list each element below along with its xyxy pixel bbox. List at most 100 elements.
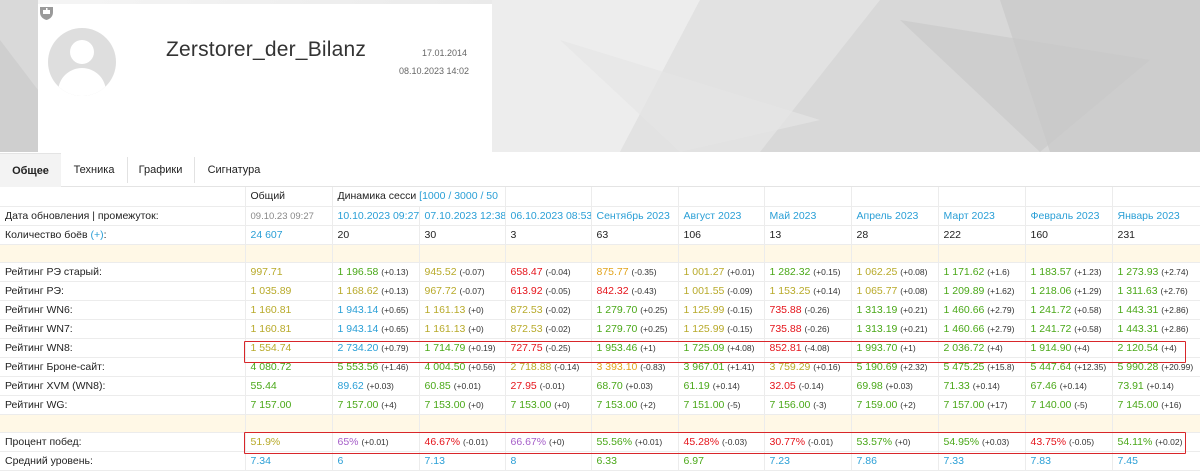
battles-cell: 30 <box>419 225 506 245</box>
row-label-cell: Рейтинг Броне-сайт: <box>0 357 246 377</box>
rating-cell: 1 065.77 (+0.08) <box>851 281 939 301</box>
cell-delta: (-0.14) <box>554 361 580 372</box>
date-column-cell[interactable]: Май 2023 <box>764 206 852 226</box>
rating-cell: 1 443.31 (+2.86) <box>1112 319 1200 339</box>
rating-total-cell: 55.44 <box>245 376 333 396</box>
cell-value: 45.28% <box>683 435 720 448</box>
cell-delta: (+0.65) <box>381 304 409 315</box>
cell-value: 1 161.13 <box>424 322 466 335</box>
cell-delta: (+0) <box>554 399 570 410</box>
cell-delta: (-0.15) <box>727 323 753 334</box>
battles-cell: 160 <box>1025 225 1113 245</box>
cell-value: 1 241.72 <box>1030 322 1072 335</box>
winrate-cell: 54.11% (+0.02) <box>1112 432 1200 452</box>
cell-value: 61.19 <box>683 379 710 392</box>
level-row: Средний уровень: 7.34 6 7.13 8 6.33 6.97 7.23 7.… <box>0 451 1200 471</box>
cell-value: 2 120.54 <box>1117 341 1159 354</box>
cell-value: 1 001.55 <box>683 284 725 297</box>
cell-delta: (+15.8) <box>987 361 1015 372</box>
rating-total: 1 160.81 <box>250 303 292 316</box>
cell-value: 735.88 <box>769 303 802 316</box>
rating-cell: 1 279.70 (+0.25) <box>591 300 679 320</box>
rating-total-cell: 1 035.89 <box>245 281 333 301</box>
rating-cell: 2 718.88 (-0.14) <box>505 357 592 377</box>
rating-cell: 27.95 (-0.01) <box>505 376 592 396</box>
winrate-cell: 54.95% (+0.03) <box>938 432 1026 452</box>
date-column-cell[interactable]: Январь 2023 <box>1112 206 1200 226</box>
rating-row: Рейтинг WN6: 1 160.81 1 943.14 (+0.65) 1 16… <box>0 300 1200 320</box>
battles-total: 24 607 <box>250 228 283 241</box>
date-column-cell[interactable]: 07.10.2023 12:38 <box>419 206 506 226</box>
tab-charts[interactable]: Графики <box>138 164 183 176</box>
cell-delta: (+16) <box>1161 399 1182 410</box>
cell-value: 3 759.29 <box>769 360 811 373</box>
cell-delta: (+0.14) <box>1059 380 1087 391</box>
rating-cell: 1 273.93 (+2.74) <box>1112 262 1200 282</box>
winrate-cell: 46.67% (-0.01) <box>419 432 506 452</box>
total-header: Общий <box>245 187 333 207</box>
rating-cell: 61.19 (+0.14) <box>678 376 765 396</box>
cell-delta: (+0.03) <box>982 436 1010 447</box>
cell-value: 1 311.63 <box>1117 284 1158 297</box>
cell-value: 1 241.72 <box>1030 303 1072 316</box>
cell-delta: (-0.07) <box>459 285 485 296</box>
cell-value: 65% <box>337 435 359 448</box>
rating-total-cell: 1 160.81 <box>245 300 333 320</box>
date-column-cell[interactable]: 06.10.2023 08:53 <box>505 206 592 226</box>
cell-delta: (+0.03) <box>366 380 394 391</box>
date-column-cell[interactable]: 10.10.2023 09:27 <box>332 206 420 226</box>
dynamics-link[interactable]: [1000 / 3000 / 50 <box>419 190 498 203</box>
rating-total: 1 160.81 <box>250 322 292 335</box>
rating-cell: 1 943.14 (+0.65) <box>332 300 420 320</box>
cell-value: 1 279.70 <box>596 303 638 316</box>
cell-delta: (-0.43) <box>631 285 657 296</box>
rating-cell: 1 714.79 (+0.19) <box>419 338 506 358</box>
battles-value: 13 <box>769 228 782 241</box>
cell-delta: (+0.56) <box>468 361 496 372</box>
colon: : <box>103 228 107 241</box>
row-label-cell: Дата обновления | промежуток: <box>0 206 246 226</box>
cell-delta: (+17) <box>987 399 1008 410</box>
date-column-cell[interactable]: Сентябрь 2023 <box>591 206 679 226</box>
row-label: Количество боёв <box>5 228 88 241</box>
rating-cell: 1 161.13 (+0) <box>419 300 506 320</box>
cell-value: 46.67% <box>424 435 461 448</box>
tab-vehicles[interactable]: Техника <box>73 164 115 176</box>
cell-delta: (+4) <box>987 342 1003 353</box>
rating-cell: 658.47 (-0.04) <box>505 262 592 282</box>
cell-delta: (+1.29) <box>1074 285 1102 296</box>
cell-value: 89.62 <box>337 379 364 392</box>
cell-delta: (+0) <box>468 399 484 410</box>
cell-delta: (-0.09) <box>727 285 753 296</box>
cell-delta: (-0.02) <box>545 304 571 315</box>
tab-signature[interactable]: Сигнатура <box>207 164 261 176</box>
add-link[interactable]: (+) <box>90 228 104 241</box>
date-column-cell[interactable]: Август 2023 <box>678 206 765 226</box>
stats-table-wrapper: Общий Динамика сесси [1000 / 3000 / 50 Д… <box>0 187 1200 473</box>
level-value: 7.13 <box>424 454 445 467</box>
cell-delta: (+0.08) <box>900 285 928 296</box>
spacer-row <box>0 414 1200 433</box>
winrate-cell: 45.28% (-0.03) <box>678 432 765 452</box>
cell-delta: (+1.23) <box>1074 266 1102 277</box>
battles-value: 160 <box>1030 228 1049 241</box>
date-column-cell[interactable]: Апрель 2023 <box>851 206 939 226</box>
tab-general[interactable]: Общее <box>0 153 61 187</box>
level-value: 7.23 <box>769 454 790 467</box>
date-column-cell[interactable]: Март 2023 <box>938 206 1026 226</box>
date-column-cell[interactable]: Февраль 2023 <box>1025 206 1113 226</box>
cell-value: 7 153.00 <box>596 398 638 411</box>
rating-cell: 32.05 (-0.14) <box>764 376 852 396</box>
row-label: Рейтинг WN8: <box>5 341 73 354</box>
level-cell: 6.97 <box>678 451 765 471</box>
cell-value: 2 036.72 <box>943 341 985 354</box>
cell-value: 7 157.00 <box>943 398 985 411</box>
battles-value: 106 <box>683 228 702 241</box>
cell-value: 1 171.62 <box>943 265 985 278</box>
cell-delta: (-0.83) <box>640 361 666 372</box>
rating-cell: 71.33 (+0.14) <box>938 376 1026 396</box>
rating-cell: 872.53 (-0.02) <box>505 300 592 320</box>
cell-value: 2 734.20 <box>337 341 379 354</box>
cell-delta: (+2.79) <box>987 323 1015 334</box>
rating-cell: 613.92 (-0.05) <box>505 281 592 301</box>
